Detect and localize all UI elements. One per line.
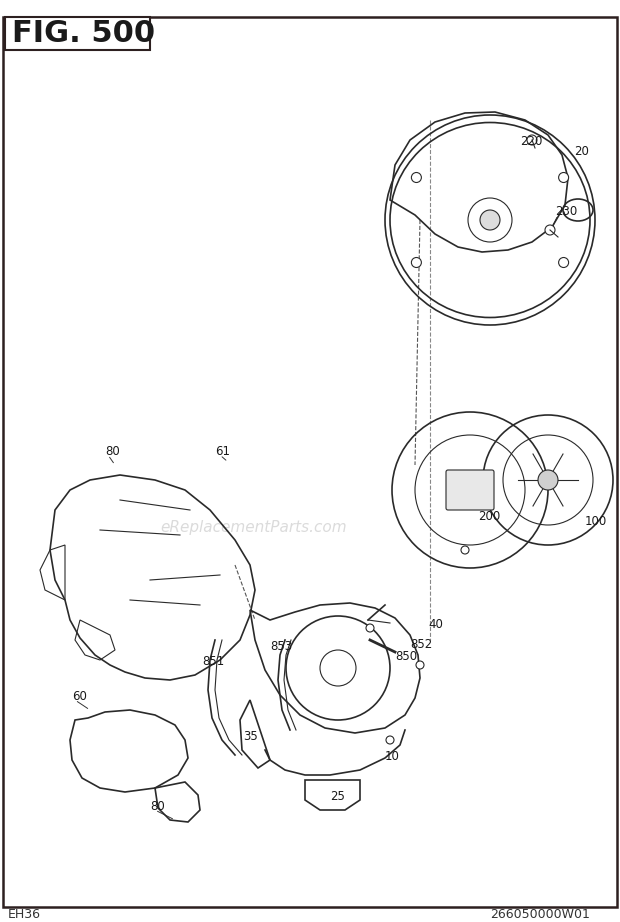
Text: EH36: EH36 bbox=[8, 908, 41, 921]
Text: 851: 851 bbox=[202, 655, 224, 668]
Circle shape bbox=[386, 736, 394, 744]
Text: 230: 230 bbox=[555, 205, 577, 218]
Text: eReplacementParts.com: eReplacementParts.com bbox=[160, 520, 347, 535]
Text: 10: 10 bbox=[385, 750, 400, 763]
Text: 60: 60 bbox=[72, 690, 87, 703]
Circle shape bbox=[559, 257, 569, 267]
Circle shape bbox=[559, 172, 569, 183]
Circle shape bbox=[416, 661, 424, 669]
Text: 80: 80 bbox=[105, 445, 120, 458]
Circle shape bbox=[480, 210, 500, 230]
Text: 100: 100 bbox=[585, 515, 607, 528]
Text: 200: 200 bbox=[478, 510, 500, 523]
Circle shape bbox=[461, 546, 469, 554]
Text: 40: 40 bbox=[428, 618, 443, 631]
Text: 80: 80 bbox=[150, 800, 165, 813]
Circle shape bbox=[366, 624, 374, 632]
Circle shape bbox=[538, 470, 558, 490]
Text: 61: 61 bbox=[215, 445, 230, 458]
Text: 850: 850 bbox=[395, 650, 417, 663]
Circle shape bbox=[527, 135, 537, 145]
Circle shape bbox=[412, 172, 422, 183]
Text: 266050000W01: 266050000W01 bbox=[490, 908, 590, 921]
Text: 25: 25 bbox=[330, 790, 345, 803]
Text: 35: 35 bbox=[243, 730, 258, 743]
Text: 852: 852 bbox=[410, 638, 432, 651]
Text: 20: 20 bbox=[574, 145, 589, 158]
Text: FIG. 500: FIG. 500 bbox=[12, 19, 155, 48]
FancyBboxPatch shape bbox=[446, 470, 494, 510]
Bar bbox=[5, 17, 150, 50]
Text: 220: 220 bbox=[520, 135, 542, 148]
Text: 853: 853 bbox=[270, 640, 292, 653]
Circle shape bbox=[412, 257, 422, 267]
Circle shape bbox=[545, 225, 555, 235]
